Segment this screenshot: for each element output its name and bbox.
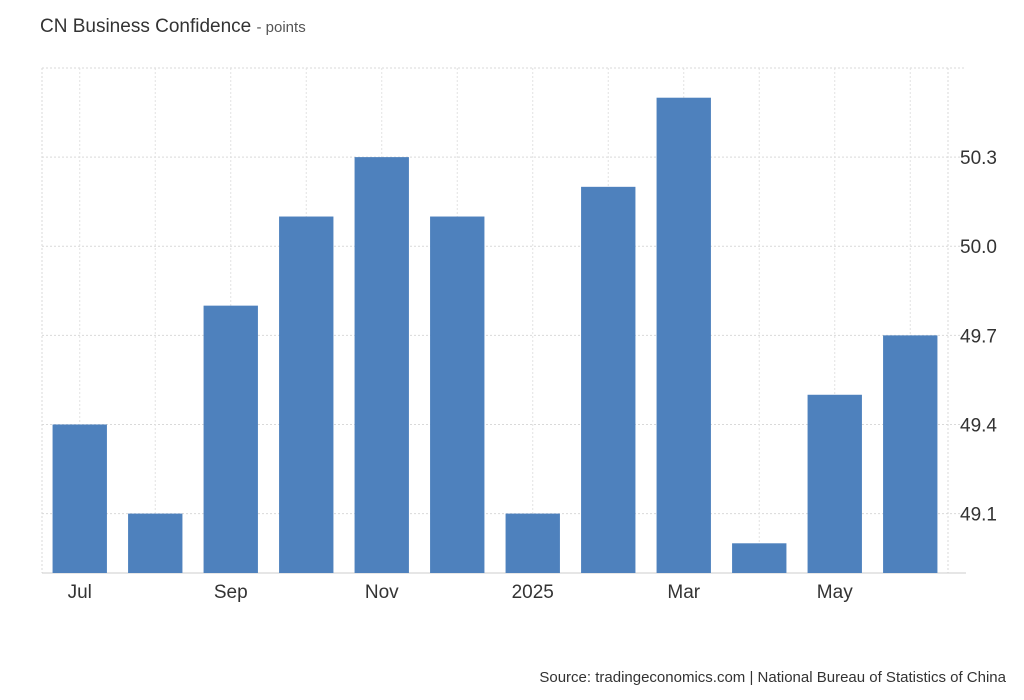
bars — [52, 97, 938, 574]
y-axis-ticks: 49.1 49.4 49.7 50.0 50.3 — [960, 148, 997, 525]
y-tick-label: 50.3 — [960, 148, 997, 169]
y-tick-label: 49.1 — [960, 505, 997, 526]
y-tick-label: 50.0 — [960, 237, 997, 258]
bar-mar[interactable] — [656, 97, 711, 574]
bar-2025[interactable] — [505, 513, 560, 573]
x-tick-label: Mar — [667, 582, 700, 603]
bar-aug[interactable] — [128, 513, 183, 573]
bar-apr[interactable] — [732, 543, 787, 573]
y-tick-label: 49.4 — [960, 415, 997, 436]
bar-sep[interactable] — [203, 305, 258, 573]
chart-title-text: CN Business Confidence — [40, 16, 252, 37]
bar-oct[interactable] — [279, 216, 334, 573]
bar-chart: 49.1 49.4 49.7 50.0 50.3 Jul Sep Nov 2025 Mar May — [41, 67, 997, 603]
source-credit: Source: tradingeconomics.com | National … — [539, 669, 1006, 686]
x-tick-label: Sep — [214, 582, 248, 603]
bar-dec[interactable] — [430, 216, 485, 573]
bar-feb[interactable] — [581, 186, 636, 573]
bar-jul[interactable] — [52, 424, 107, 573]
bar-jun[interactable] — [883, 335, 938, 573]
bar-nov[interactable] — [354, 157, 409, 573]
chart-title: CN Business Confidence - points — [40, 16, 306, 38]
bar-may[interactable] — [807, 394, 862, 573]
x-tick-label: Nov — [365, 582, 399, 603]
x-axis-ticks: Jul Sep Nov 2025 Mar May — [68, 582, 854, 603]
x-tick-label: May — [817, 582, 853, 603]
x-tick-label: Jul — [68, 582, 92, 603]
y-tick-label: 49.7 — [960, 326, 997, 347]
chart-unit: - points — [256, 19, 306, 36]
x-tick-label: 2025 — [512, 582, 554, 603]
